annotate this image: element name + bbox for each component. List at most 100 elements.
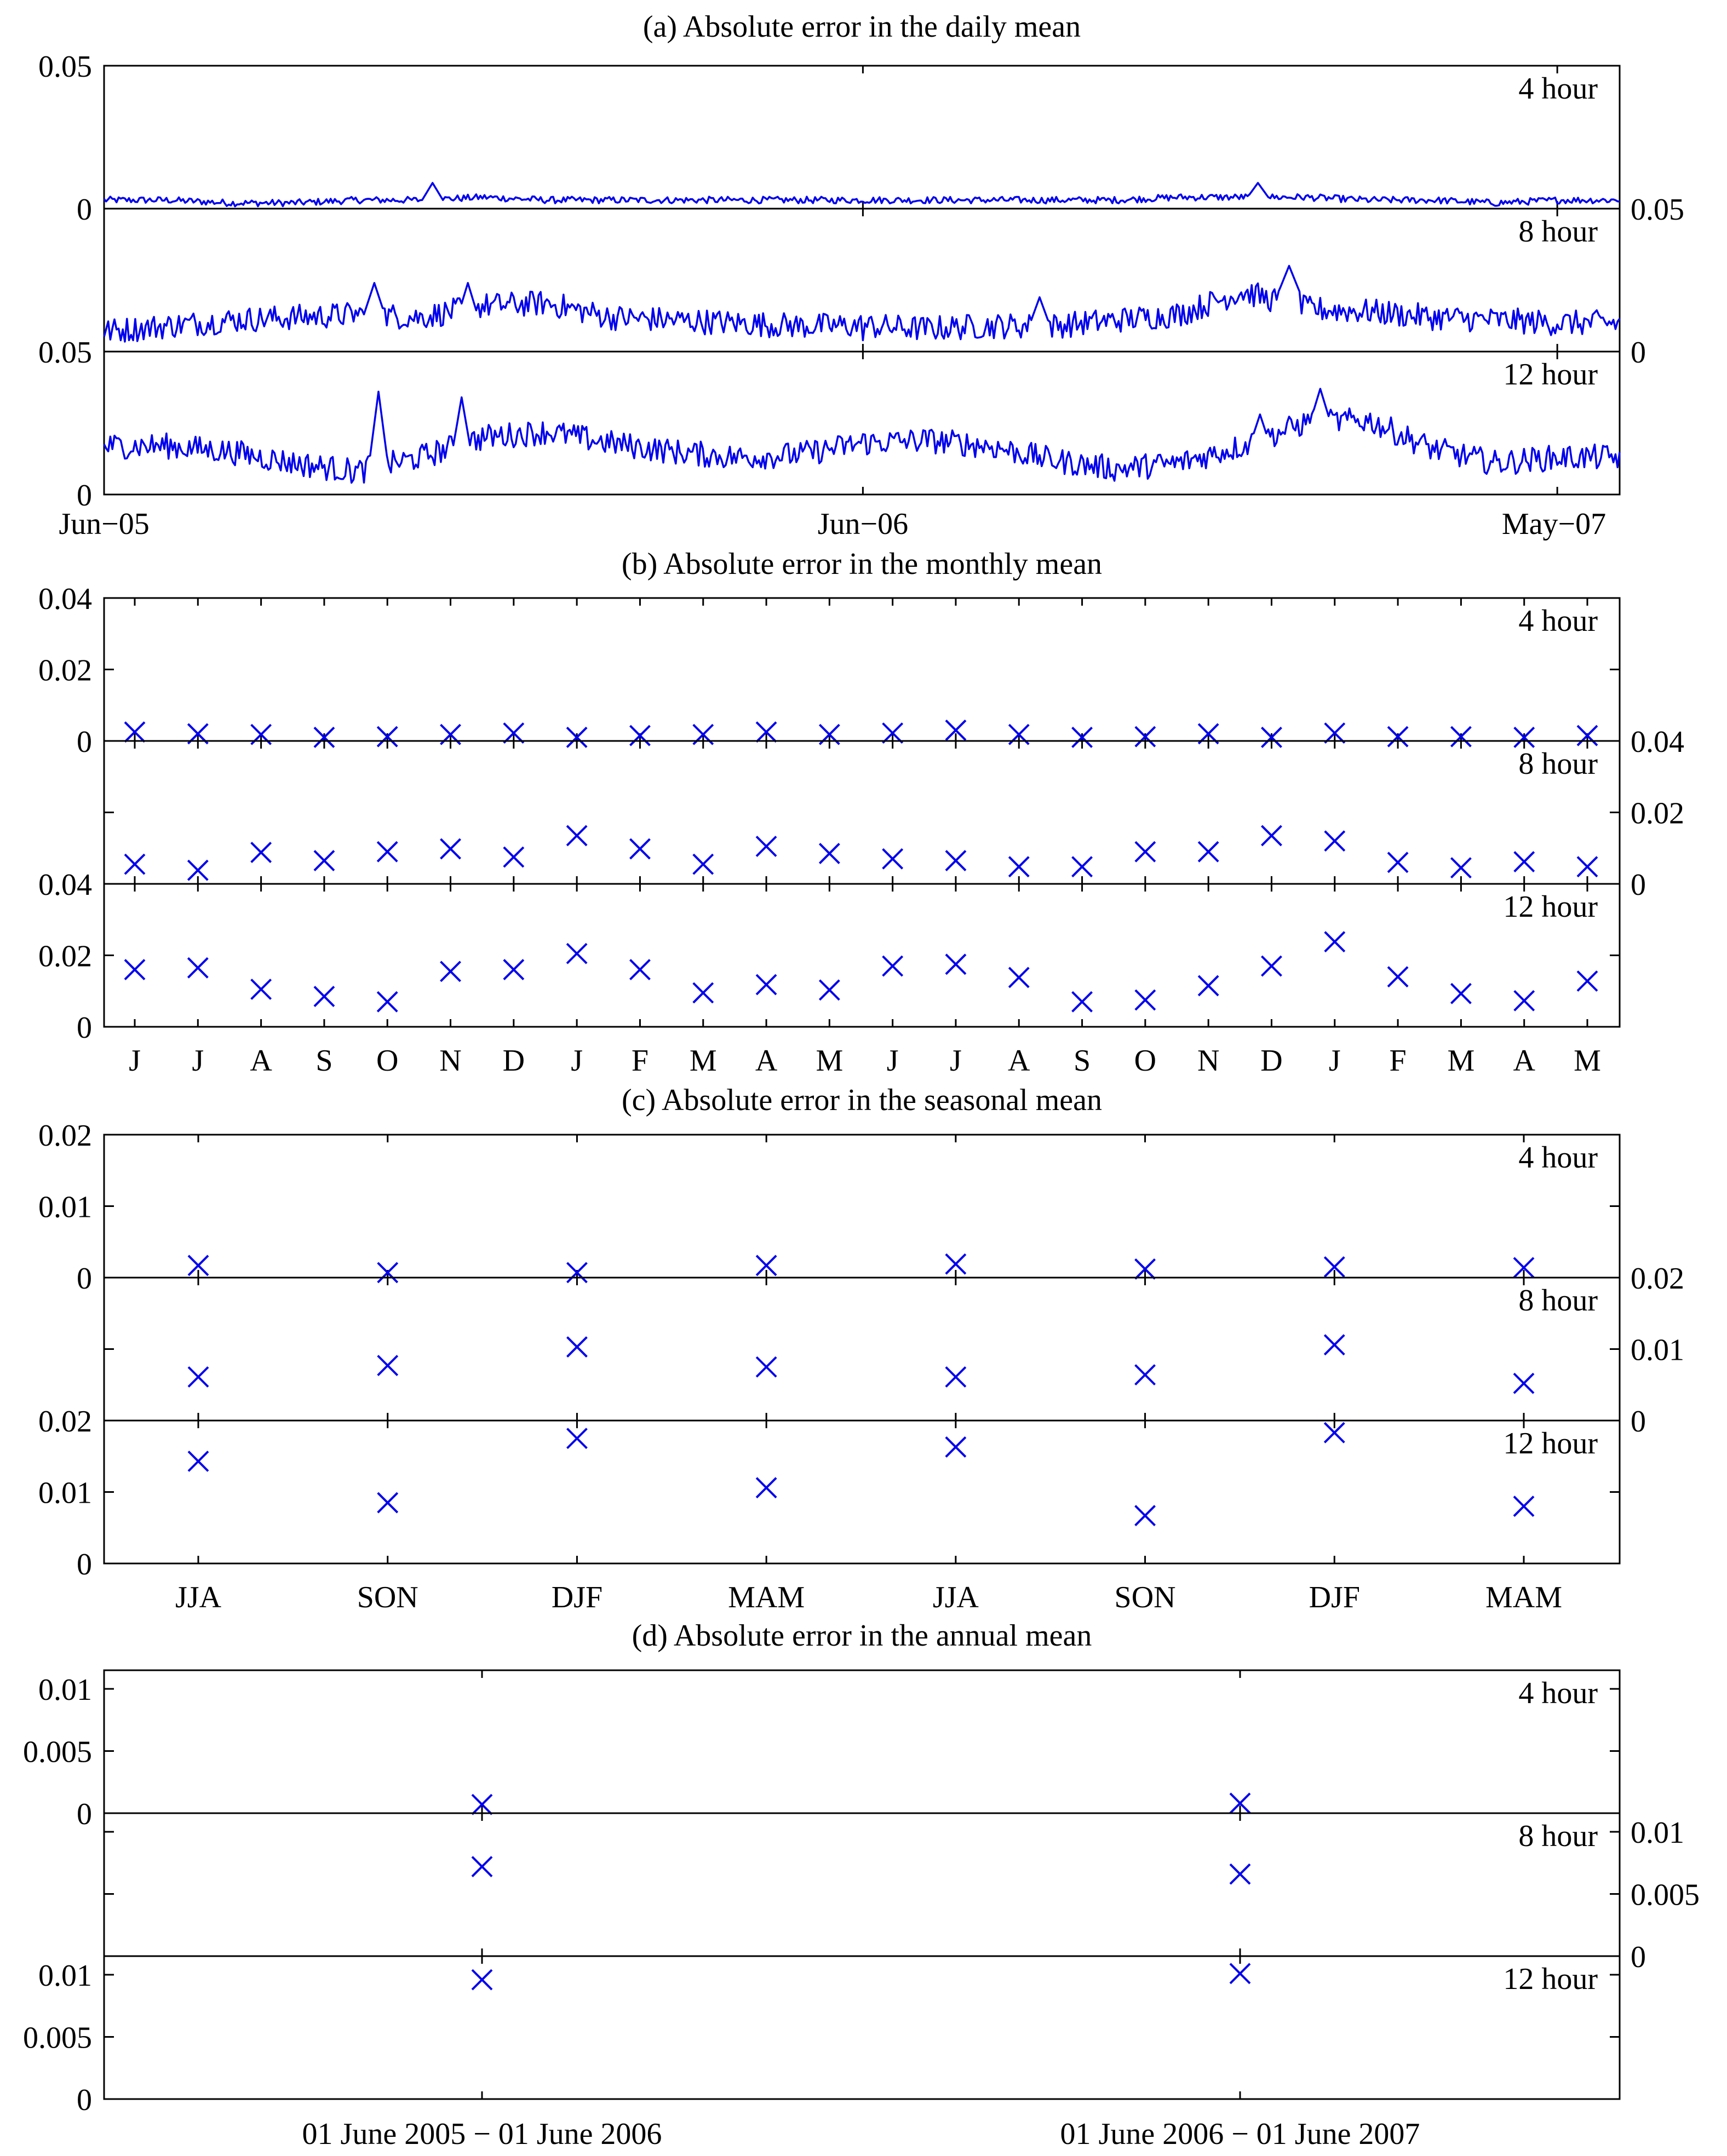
marker-x [1450, 857, 1472, 879]
marker-stroke [818, 979, 840, 1001]
panel-title: (a) Absolute error in the daily mean [643, 10, 1081, 44]
marker-x [1450, 982, 1472, 1004]
marker-x [1576, 725, 1598, 746]
row-4-hour: 0 0.02 0.04 4 hour [38, 582, 1621, 759]
marker-stroke [376, 991, 398, 1013]
marker-x [1513, 851, 1535, 872]
marker-stroke [250, 842, 272, 863]
axes-box [103, 1277, 1621, 1422]
marker-stroke [1576, 970, 1598, 992]
marker-x [1324, 830, 1346, 852]
marker-x [1261, 727, 1282, 748]
y-tick-label: 0.01 [38, 1673, 92, 1707]
marker-x [1576, 856, 1598, 878]
marker-stroke [629, 959, 651, 981]
marker-stroke [945, 953, 967, 975]
marker-x [629, 725, 651, 746]
x-tick-label: A [755, 1044, 778, 1078]
x-tick-label: MAM [1485, 1580, 1562, 1614]
marker-stroke [124, 721, 146, 743]
marker-stroke [503, 959, 525, 981]
y-tick-label: 0.04 [38, 582, 92, 616]
y-tick-label: 0.01 [38, 1191, 92, 1224]
x-tick-label: O [376, 1044, 398, 1078]
marker-x [187, 1255, 209, 1277]
marker-x [1387, 726, 1409, 748]
marker-stroke [1071, 856, 1093, 878]
marker-x [1513, 727, 1535, 748]
y-tick-label: 0 [77, 479, 92, 513]
marker-x [376, 726, 398, 748]
marker-stroke [471, 1793, 493, 1815]
x-tick-label: Jun−06 [818, 507, 908, 541]
marker-x [1323, 1256, 1345, 1278]
marker-x [377, 1355, 399, 1376]
marker-x [440, 838, 461, 860]
marker-stroke [1387, 852, 1409, 873]
y-tick-label: 0.02 [1631, 797, 1684, 831]
marker-x [882, 848, 904, 870]
marker-x [503, 846, 525, 868]
x-tick-label: 01 June 2006 − 01 June 2007 [1060, 2117, 1420, 2151]
marker-x [755, 974, 777, 996]
marker-x [187, 957, 209, 979]
axes-box [103, 1669, 1621, 1814]
row-label: 12 hour [1503, 890, 1598, 924]
marker-stroke [1229, 1963, 1251, 1985]
marker-x [945, 1436, 967, 1458]
marker-stroke [1134, 726, 1156, 748]
x-tick-label: D [503, 1044, 525, 1078]
row-12-hour: 0 0.005 0.01 12 hour [23, 1955, 1621, 2117]
marker-x [1134, 1258, 1156, 1280]
x-tick-label: M [816, 1044, 843, 1078]
axes-box [103, 1419, 1621, 1565]
marker-x [1197, 841, 1219, 863]
marker-x [471, 1969, 493, 1991]
marker-stroke [124, 959, 146, 981]
marker-x [1387, 852, 1409, 873]
x-tick-label: N [1197, 1044, 1219, 1078]
marker-stroke [1261, 955, 1282, 977]
marker-stroke [755, 1356, 777, 1378]
marker-stroke [945, 1366, 967, 1388]
marker-x [1387, 966, 1409, 988]
marker-x [1071, 727, 1093, 748]
marker-stroke [187, 859, 209, 881]
marker-stroke [1261, 727, 1282, 748]
y-tick-label: 0.005 [23, 1735, 92, 1769]
marker-stroke [440, 838, 461, 860]
y-tick-label: 0.04 [38, 868, 92, 902]
marker-stroke [1576, 856, 1598, 878]
y-tick-label: 0 [1631, 336, 1646, 370]
row-12-hour: 0 0.01 0.02 12 hour [38, 1405, 1621, 1582]
row-label: 12 hour [1503, 1962, 1598, 1996]
marker-stroke [1387, 726, 1409, 748]
marker-x [124, 853, 146, 875]
row-8-hour: 0 0.005 0.01 8 hour [103, 1812, 1700, 1974]
marker-x [1071, 856, 1093, 878]
marker-stroke [882, 722, 904, 744]
axes-box [103, 350, 1621, 496]
marker-stroke [629, 725, 651, 746]
y-tick-label: 0.02 [38, 1405, 92, 1439]
marker-stroke [629, 838, 651, 860]
x-tick-label: A [1513, 1044, 1535, 1078]
marker-stroke [945, 1253, 967, 1275]
y-tick-label: 0 [77, 725, 92, 759]
row-8-hour: 0 0.05 8 hour [103, 193, 1684, 370]
marker-x [1134, 841, 1156, 863]
marker-stroke [882, 848, 904, 870]
x-tick-label: J [1329, 1044, 1341, 1078]
marker-stroke [1324, 722, 1346, 744]
marker-stroke [1576, 725, 1598, 746]
marker-stroke [755, 974, 777, 996]
x-tick-label: JJA [933, 1580, 979, 1614]
marker-stroke [755, 1477, 777, 1499]
x-tick-label: A [250, 1044, 272, 1078]
marker-x [1513, 1372, 1535, 1394]
y-tick-label: 0 [77, 2083, 92, 2117]
marker-stroke [1387, 966, 1409, 988]
marker-x [945, 720, 967, 741]
marker-stroke [1324, 931, 1346, 953]
x-tick-label: O [1134, 1044, 1156, 1078]
